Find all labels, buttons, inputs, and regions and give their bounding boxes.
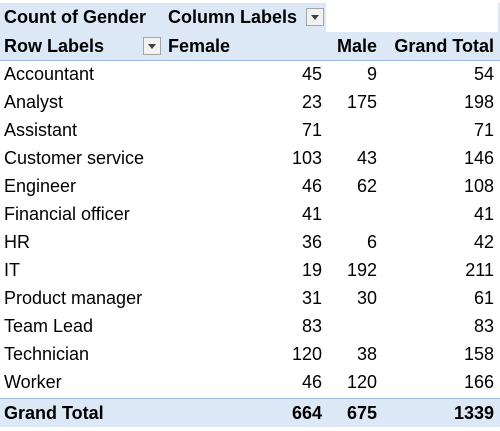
male-count[interactable]: 192	[346, 260, 377, 280]
male-column-header[interactable]: Male	[336, 36, 377, 56]
row-label[interactable]: Worker	[4, 372, 62, 392]
grand-total-label[interactable]: Grand Total	[4, 403, 104, 423]
row-label[interactable]: Accountant	[4, 64, 95, 84]
table-row: Customer service 103 43 146	[0, 144, 500, 172]
table-row: Team Lead 83 83	[0, 312, 500, 340]
male-count[interactable]: 62	[356, 176, 377, 196]
row-label[interactable]: Analyst	[4, 92, 64, 112]
row-grand-total[interactable]: 41	[473, 204, 494, 224]
male-count[interactable]: 175	[346, 92, 377, 112]
row-grand-total[interactable]: 198	[463, 92, 494, 112]
table-row: Engineer 46 62 108	[0, 172, 500, 200]
row-label[interactable]: Team Lead	[4, 316, 94, 336]
male-grand-total[interactable]: 675	[346, 403, 377, 423]
table-row: Technician 120 38 158	[0, 340, 500, 368]
row-labels-header[interactable]: Row Labels	[4, 36, 105, 56]
female-count[interactable]: 41	[301, 204, 322, 224]
row-grand-total[interactable]: 108	[463, 176, 494, 196]
male-count[interactable]: 120	[346, 372, 377, 392]
row-label[interactable]: Product manager	[4, 288, 143, 308]
pivot-header-columns: Row Labels Female Male Grand Total	[0, 32, 500, 61]
grand-total-column-header[interactable]: Grand Total	[394, 36, 494, 56]
overall-grand-total[interactable]: 1339	[453, 403, 494, 423]
row-label[interactable]: HR	[4, 232, 30, 252]
column-labels-filter-dropdown-icon[interactable]	[306, 8, 324, 26]
row-label[interactable]: Financial officer	[4, 204, 130, 224]
row-label[interactable]: Technician	[4, 344, 90, 364]
female-column-header[interactable]: Female	[168, 36, 231, 56]
female-count[interactable]: 45	[301, 64, 322, 84]
male-count[interactable]: 6	[366, 232, 377, 252]
female-count[interactable]: 46	[301, 176, 322, 196]
row-label[interactable]: Customer service	[4, 148, 145, 168]
table-row: HR 36 6 42	[0, 228, 500, 256]
row-grand-total[interactable]: 61	[473, 288, 494, 308]
table-row: Worker 46 120 166	[0, 368, 500, 396]
table-row: Assistant 71 71	[0, 116, 500, 144]
male-count[interactable]: 38	[356, 344, 377, 364]
row-label[interactable]: IT	[4, 260, 20, 280]
table-row: IT 19 192 211	[0, 256, 500, 284]
male-count[interactable]: 43	[356, 148, 377, 168]
male-count[interactable]	[326, 200, 381, 228]
female-count[interactable]: 36	[301, 232, 322, 252]
female-count[interactable]: 71	[301, 120, 322, 140]
female-count[interactable]: 120	[291, 344, 322, 364]
header-top-blank-2	[381, 3, 498, 32]
row-grand-total[interactable]: 158	[463, 344, 494, 364]
female-count[interactable]: 31	[301, 288, 322, 308]
row-labels-filter-dropdown-icon[interactable]	[143, 37, 161, 55]
pivot-header-top: Count of Gender Column Labels	[0, 3, 500, 32]
row-grand-total[interactable]: 166	[463, 372, 494, 392]
male-count[interactable]: 9	[366, 64, 377, 84]
female-count[interactable]: 23	[301, 92, 322, 112]
values-field-label[interactable]: Count of Gender	[4, 7, 146, 27]
male-count[interactable]: 30	[356, 288, 377, 308]
row-grand-total[interactable]: 71	[473, 120, 494, 140]
table-row: Product manager 31 30 61	[0, 284, 500, 312]
grand-total-row: Grand Total 664 675 1339	[0, 398, 500, 427]
column-labels-header[interactable]: Column Labels	[168, 7, 298, 27]
male-count[interactable]	[326, 116, 381, 144]
female-grand-total[interactable]: 664	[291, 403, 322, 423]
row-grand-total[interactable]: 54	[473, 64, 494, 84]
row-grand-total[interactable]: 146	[463, 148, 494, 168]
header-top-blank-1	[326, 3, 381, 32]
row-label[interactable]: Engineer	[4, 176, 77, 196]
table-row: Financial officer 41 41	[0, 200, 500, 228]
table-row: Analyst 23 175 198	[0, 88, 500, 116]
female-count[interactable]: 103	[291, 148, 322, 168]
female-count[interactable]: 83	[301, 316, 322, 336]
row-grand-total[interactable]: 83	[473, 316, 494, 336]
male-count[interactable]	[326, 312, 381, 340]
table-row: Accountant 45 9 54	[0, 60, 500, 88]
row-grand-total[interactable]: 211	[465, 260, 494, 280]
female-count[interactable]: 46	[301, 372, 322, 392]
row-grand-total[interactable]: 42	[473, 232, 494, 252]
row-label[interactable]: Assistant	[4, 120, 78, 140]
female-count[interactable]: 19	[301, 260, 322, 280]
